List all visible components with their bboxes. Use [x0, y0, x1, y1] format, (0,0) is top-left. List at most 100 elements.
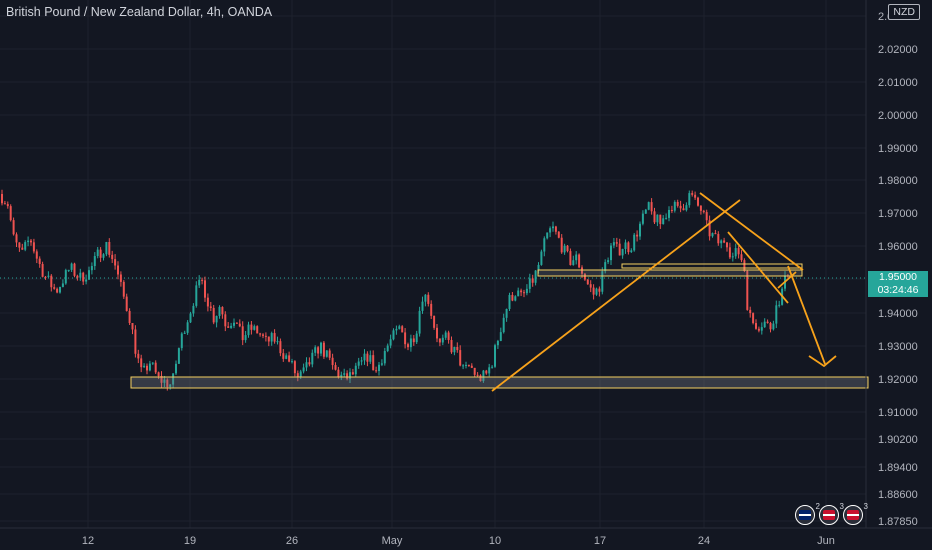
- uk-flag-icon[interactable]: 3: [843, 502, 868, 525]
- time-tick-label: 19: [184, 535, 196, 547]
- candle-body: [546, 232, 549, 239]
- time-tick-label: 12: [82, 535, 94, 547]
- candle-body: [183, 332, 186, 334]
- candle-body: [621, 248, 624, 256]
- candle-body: [18, 242, 21, 248]
- candle-body: [102, 254, 105, 258]
- candle-body: [462, 365, 465, 367]
- candle-body: [665, 217, 668, 219]
- candle-body: [305, 362, 308, 368]
- candle-body: [221, 307, 224, 315]
- candle-body: [595, 288, 598, 295]
- candle-body: [122, 281, 125, 297]
- candle-body: [302, 367, 305, 372]
- candle-body: [740, 254, 743, 261]
- candle-body: [177, 348, 180, 364]
- candle-body: [659, 214, 662, 225]
- candle-body: [82, 272, 85, 282]
- candle-body: [554, 226, 557, 232]
- user-drawings[interactable]: [130, 192, 869, 392]
- candle-body: [656, 214, 659, 223]
- candle-body: [24, 242, 27, 250]
- trendline: [699, 192, 804, 271]
- candle-body: [575, 254, 578, 261]
- candle-body: [346, 373, 349, 379]
- candle-body: [456, 347, 459, 351]
- candle-body: [157, 372, 160, 377]
- candle-body: [334, 365, 337, 370]
- time-axis[interactable]: 12 19 26 May 10 17 24 Jun: [82, 535, 835, 547]
- candle-body: [169, 384, 172, 387]
- chart-title: British Pound / New Zealand Dollar, 4h, …: [6, 5, 273, 19]
- candle-body: [218, 307, 221, 316]
- candle-body: [752, 313, 755, 324]
- uk-flag-icon[interactable]: 3: [819, 502, 844, 525]
- candle-body: [311, 352, 314, 365]
- candle-body: [180, 333, 183, 349]
- candle-body: [308, 362, 311, 365]
- candle-body: [525, 288, 528, 294]
- candle-body: [467, 364, 470, 366]
- candle-body: [409, 338, 412, 348]
- candle-body: [433, 315, 436, 328]
- candle-body: [61, 283, 64, 287]
- price-tick-label: 1.87850: [878, 516, 918, 528]
- price-tick-label: 1.88600: [878, 489, 918, 501]
- candle-body: [53, 287, 56, 289]
- candle-body: [264, 335, 267, 337]
- candle-body: [699, 205, 702, 211]
- candle-body: [96, 249, 99, 257]
- candle-body: [146, 365, 148, 371]
- candle-body: [21, 247, 24, 250]
- candle-body: [235, 322, 238, 324]
- price-tick-label: 1.99000: [878, 143, 918, 155]
- candle-body: [331, 357, 334, 366]
- candle-body: [453, 347, 456, 353]
- candle-body: [528, 278, 531, 289]
- arrow-line: [777, 271, 797, 289]
- candle-body: [343, 373, 346, 375]
- candle-body: [401, 326, 404, 333]
- bar-countdown: 03:24:46: [877, 284, 919, 296]
- candle-body: [566, 245, 569, 252]
- candle-body: [705, 212, 708, 221]
- candle-body: [639, 223, 641, 237]
- candle-body: [407, 344, 409, 348]
- candle-body: [653, 211, 656, 223]
- candle-body: [581, 267, 583, 274]
- economic-events[interactable]: 2 3 3: [795, 502, 868, 525]
- candle-body: [154, 362, 157, 373]
- candle-body: [1, 194, 3, 204]
- nz-flag-icon[interactable]: 2: [795, 502, 820, 525]
- price-axis[interactable]: 2.030002.020002.010002.000001.990001.980…: [878, 11, 918, 528]
- candle-body: [624, 242, 627, 249]
- candle-body: [485, 370, 488, 374]
- time-tick-label: 10: [489, 535, 501, 547]
- candle-body: [320, 342, 322, 354]
- candle-body: [769, 323, 772, 330]
- candle-body: [111, 254, 114, 260]
- candle-body: [444, 332, 447, 338]
- candle-body: [47, 275, 50, 277]
- candle-body: [134, 329, 137, 354]
- candle-body: [723, 240, 726, 243]
- candle-body: [340, 374, 343, 378]
- candle-body: [198, 279, 201, 286]
- candle-body: [569, 251, 572, 266]
- candle-body: [494, 345, 496, 367]
- candle-body: [270, 333, 273, 342]
- event-count: 3: [839, 502, 844, 511]
- candle-body: [56, 288, 59, 293]
- candle-body: [279, 341, 282, 354]
- candle-body: [618, 243, 621, 256]
- candle-body: [586, 279, 589, 285]
- candle-body: [505, 308, 508, 318]
- candle-body: [357, 361, 360, 366]
- candle-body: [488, 367, 491, 374]
- currency-label[interactable]: NZD: [888, 4, 920, 20]
- candle-body: [589, 284, 592, 288]
- candle-body: [137, 353, 140, 359]
- candle-body: [412, 338, 415, 343]
- candle-body: [560, 237, 563, 253]
